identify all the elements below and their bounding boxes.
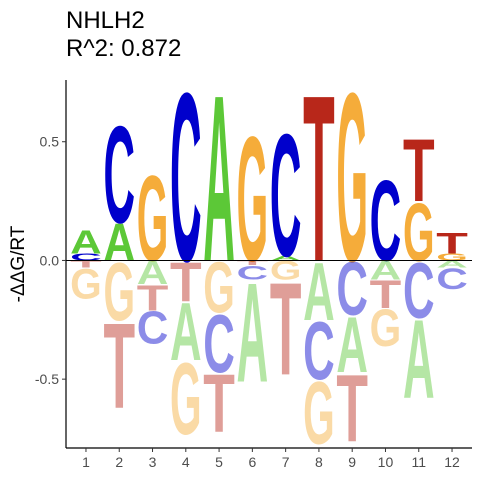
logo-letter: C xyxy=(270,99,302,294)
logo-letter: G xyxy=(336,44,368,313)
logo-letter: C xyxy=(70,252,102,263)
logo-letter: G xyxy=(370,298,402,357)
logo-letter: T xyxy=(137,278,169,319)
logo-letter: G xyxy=(436,252,468,263)
x-tick-label: 7 xyxy=(282,454,290,470)
x-tick-label: 8 xyxy=(315,454,323,470)
logo-letter: T xyxy=(170,251,202,313)
logo-letter: G xyxy=(170,342,202,456)
x-tick-label: 4 xyxy=(182,454,190,470)
y-tick-label: 0.5 xyxy=(40,134,60,150)
x-tick-label: 11 xyxy=(411,454,426,470)
logo-letter: T xyxy=(336,354,368,462)
logo-letter: A xyxy=(203,45,235,311)
logo-letter: C xyxy=(303,305,335,397)
logo-letter: T xyxy=(370,273,402,317)
logo-letter: G xyxy=(103,246,135,338)
x-tick-label: 5 xyxy=(215,454,223,470)
logo-letter: G xyxy=(70,260,102,308)
logo-letter: T xyxy=(403,121,435,221)
x-tick-label: 10 xyxy=(378,454,394,470)
logo-letter: T xyxy=(436,226,468,259)
logo-letter: G xyxy=(303,363,335,463)
logo-letter: T xyxy=(270,255,302,403)
logo-letter: A xyxy=(270,255,302,262)
logo-letter: A xyxy=(70,224,102,261)
logo-letter: C xyxy=(203,298,235,390)
logo-letter: C xyxy=(137,301,169,353)
x-tick-label: 3 xyxy=(149,454,157,470)
logo-letter: A xyxy=(170,286,202,378)
logo-letter: C xyxy=(403,246,435,335)
logo-letter: C xyxy=(103,97,135,252)
logo-letter: T xyxy=(303,45,335,311)
chart-title: NHLH2 xyxy=(66,7,145,34)
logo-letter: G xyxy=(237,99,269,299)
x-tick-label: 2 xyxy=(115,454,123,470)
logo-letter: A xyxy=(103,213,135,272)
logo-letter: T xyxy=(103,297,135,434)
y-axis-label: -ΔΔG/RT xyxy=(8,225,29,302)
logo-letter: C xyxy=(436,262,468,295)
logo-letter: C xyxy=(237,262,269,284)
logo-letter: T xyxy=(203,358,235,450)
logo-letter: C xyxy=(370,156,402,285)
logo-letter: C xyxy=(170,44,202,313)
x-tick-label: 1 xyxy=(82,454,90,470)
logo-letter: A xyxy=(336,301,368,390)
logo-letter: G xyxy=(403,187,435,279)
logo-letter: A xyxy=(436,259,468,270)
y-tick-label: 0.0 xyxy=(40,252,60,268)
logo-letter: G xyxy=(137,150,169,287)
x-tick-label: 12 xyxy=(444,454,460,470)
x-tick-label: 6 xyxy=(248,454,256,470)
chart-subtitle: R^2: 0.872 xyxy=(66,35,181,62)
y-tick-label: -0.5 xyxy=(35,371,59,387)
logo-letter: A xyxy=(403,297,435,423)
logo-letter: T xyxy=(237,259,269,266)
logo-letter: A xyxy=(237,253,269,411)
logo-letter: T xyxy=(70,259,102,270)
x-tick-label: 9 xyxy=(348,454,356,470)
logo-letter: A xyxy=(303,246,335,338)
